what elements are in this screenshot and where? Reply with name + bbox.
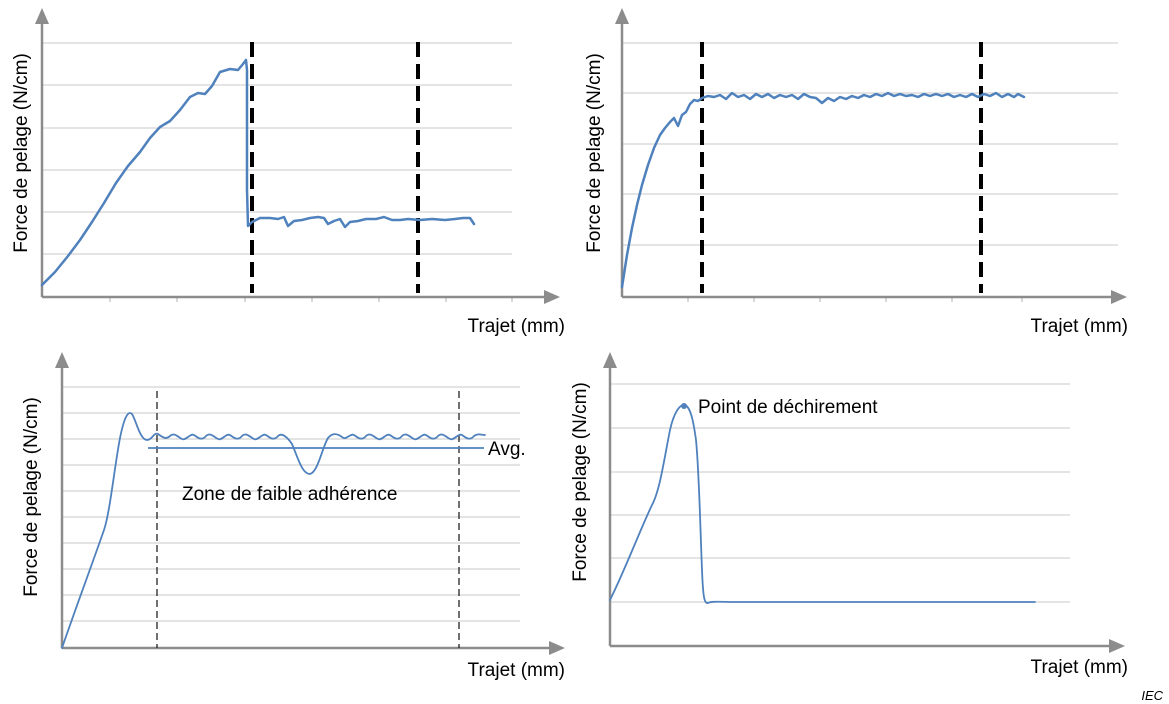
chart-4-peak-annotation: Point de déchirement xyxy=(698,397,878,418)
chart-4-series-line xyxy=(609,404,1036,604)
chart-3-axes xyxy=(55,352,565,655)
chart-2-markers xyxy=(700,42,983,293)
chart-4-peak-point xyxy=(681,403,687,409)
chart-2-x-axis-label: Trajet (mm) xyxy=(1031,316,1128,337)
chart-1-axes xyxy=(35,8,560,304)
chart-2-series-line xyxy=(620,91,1026,289)
chart-4-x-axis-label: Trajet (mm) xyxy=(1031,657,1128,678)
chart-1-grid xyxy=(42,42,513,302)
chart-1-series-line xyxy=(40,58,476,287)
chart-2-y-axis-label: Force de pelage (N/cm) xyxy=(584,53,605,253)
chart-3-y-axis-label: Force de pelage (N/cm) xyxy=(21,397,42,597)
chart-1: Force de pelage (N/cm) Trajet (mm) xyxy=(11,8,565,337)
chart-3: Avg. Zone de faible adhérence Force de p… xyxy=(21,352,565,681)
chart-2-grid xyxy=(622,42,1118,302)
chart-4-y-axis-label: Force de pelage (N/cm) xyxy=(570,382,591,582)
chart-4: Point de déchirement Force de pelage (N/… xyxy=(570,352,1128,678)
chart-2: Force de pelage (N/cm) Trajet (mm) xyxy=(584,8,1128,337)
chart-3-x-axis-label: Trajet (mm) xyxy=(468,660,565,681)
source-credit: IEC xyxy=(1141,688,1163,703)
chart-1-y-axis-label: Force de pelage (N/cm) xyxy=(11,53,32,253)
chart-1-x-axis-label: Trajet (mm) xyxy=(468,316,565,337)
chart-3-zone-annotation: Zone de faible adhérence xyxy=(182,484,398,505)
chart-3-markers xyxy=(156,391,460,648)
chart-3-series-line xyxy=(61,412,486,649)
chart-3-avg-label: Avg. xyxy=(488,439,526,460)
chart-2-axes xyxy=(615,8,1127,304)
chart-1-markers xyxy=(250,42,420,293)
chart-3-grid xyxy=(62,386,520,622)
